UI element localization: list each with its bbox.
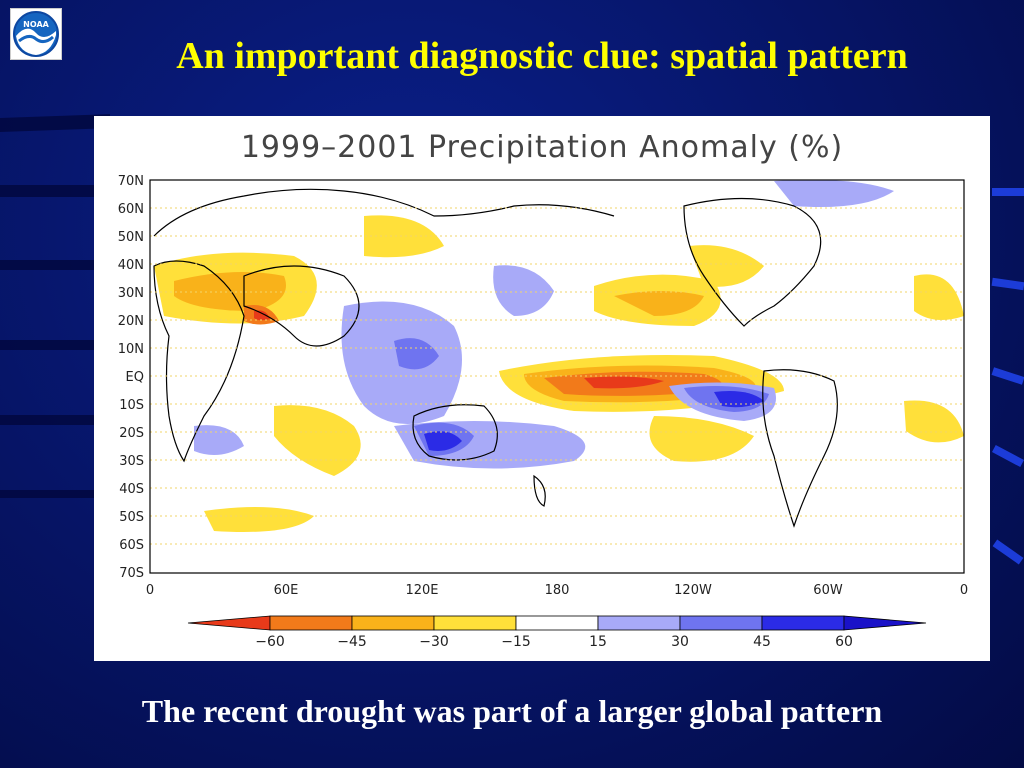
anomaly-shading — [154, 180, 964, 532]
lon-label: 0 — [960, 583, 968, 598]
lon-label: 60W — [813, 583, 843, 598]
dry-south-pacific — [649, 416, 754, 462]
colorbar-segment — [187, 615, 271, 631]
wet-core-east-pacific — [714, 391, 764, 408]
map-figure: 1999–2001 Precipitation Anomaly (%) — [94, 116, 990, 661]
colorbar-label: −60 — [255, 634, 285, 650]
colorbar-labels: −60 −45 −30 −15 15 30 45 60 — [255, 634, 853, 650]
asia-south-outline — [243, 265, 360, 347]
africa-outline — [153, 260, 245, 463]
noaa-emblem-icon: NOAA — [13, 11, 59, 57]
south-america-outline — [762, 369, 838, 528]
lat-label: 60S — [119, 538, 144, 553]
dry-usa — [689, 245, 764, 287]
dry-south-atlantic — [904, 400, 964, 443]
slide-caption: The recent drought was part of a larger … — [141, 693, 883, 729]
colorbar-label: −15 — [501, 634, 531, 650]
lon-label: 0 — [146, 583, 154, 598]
lon-label: 120E — [405, 583, 438, 598]
colorbar-segment — [515, 615, 599, 631]
dry-south-indian — [274, 405, 361, 476]
wet-arctic — [774, 180, 894, 207]
lon-label: 60E — [274, 583, 299, 598]
map-title: 1999–2001 Precipitation Anomaly (%) — [240, 130, 844, 165]
colorbar-label: 45 — [753, 634, 771, 650]
dry-east-atlantic — [914, 274, 964, 320]
colorbar-label: 60 — [835, 634, 853, 650]
colorbar-label: −45 — [337, 634, 367, 650]
dry-central-asia — [364, 215, 444, 258]
colorbar-segment — [433, 615, 517, 631]
lat-label: 40N — [118, 258, 144, 273]
colorbar-label: 30 — [671, 634, 689, 650]
lat-label: 10S — [119, 398, 144, 413]
lat-label: 20N — [118, 314, 144, 329]
new-zealand-outline — [533, 474, 546, 507]
lat-label: 10N — [118, 342, 144, 357]
plot-frame — [149, 179, 965, 574]
australia-outline — [412, 404, 498, 461]
wet-west-pacific — [493, 265, 554, 316]
lat-label: 30S — [119, 454, 144, 469]
lat-label: EQ — [126, 370, 144, 385]
lat-label: 70N — [118, 174, 144, 189]
colorbar — [187, 615, 927, 631]
lon-label: 180 — [545, 583, 570, 598]
lat-label: 20S — [119, 426, 144, 441]
lat-label: 70S — [119, 566, 144, 581]
lat-gridlines — [150, 207, 964, 545]
lat-label: 60N — [118, 202, 144, 217]
lat-label: 50N — [118, 230, 144, 245]
wet-core-australia — [424, 431, 462, 451]
logo-text: NOAA — [23, 20, 49, 29]
lat-label: 50S — [119, 510, 144, 525]
lat-label: 30N — [118, 286, 144, 301]
precipitation-map: 70N 60N 50N 40N 30N 20N 10N EQ 10S 20S 3… — [118, 174, 968, 650]
lon-axis: 0 60E 120E 180 120W 60W 0 — [146, 583, 968, 598]
slide-title: An important diagnostic clue: spatial pa… — [176, 35, 908, 77]
lat-label: 40S — [119, 482, 144, 497]
colorbar-label: −30 — [419, 634, 449, 650]
noaa-logo: NOAA — [10, 8, 62, 60]
dry-southern-ocean — [204, 507, 314, 532]
lon-label: 120W — [674, 583, 712, 598]
continent-outlines — [153, 188, 838, 528]
colorbar-segment — [843, 615, 927, 631]
lat-axis: 70N 60N 50N 40N 30N 20N 10N EQ 10S 20S 3… — [118, 174, 144, 581]
colorbar-segment — [761, 615, 845, 631]
eurasia-coast — [153, 188, 615, 237]
north-america-outline — [683, 197, 822, 327]
colorbar-segment — [351, 615, 435, 631]
colorbar-label: 15 — [589, 634, 607, 650]
colorbar-segment — [679, 615, 763, 631]
colorbar-segment — [597, 615, 681, 631]
colorbar-segment — [269, 615, 353, 631]
